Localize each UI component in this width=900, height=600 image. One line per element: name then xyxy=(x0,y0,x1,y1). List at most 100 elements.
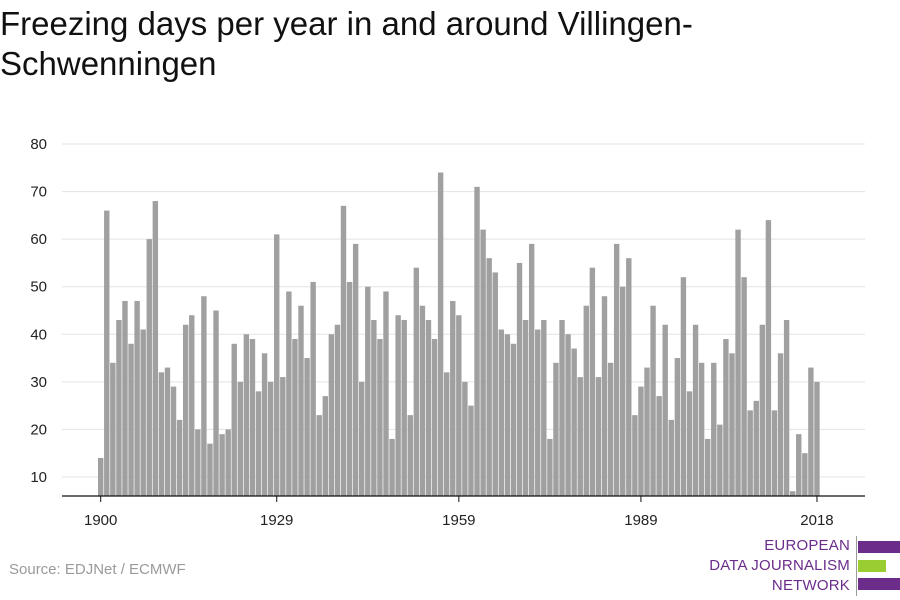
bar-2012 xyxy=(777,353,784,496)
bar-1926 xyxy=(255,391,262,496)
bar-1922 xyxy=(231,343,237,496)
bar-1976 xyxy=(559,320,565,496)
bar-1978 xyxy=(571,348,577,496)
bar-1973 xyxy=(541,320,547,496)
logo-bar-green xyxy=(858,560,886,572)
bar-1989 xyxy=(638,386,644,496)
x-tick-label: 1959 xyxy=(442,512,475,529)
y-tick-label: 60 xyxy=(30,231,47,248)
bar-1974 xyxy=(547,438,553,496)
x-tick-label: 1929 xyxy=(260,512,293,529)
bar-1945 xyxy=(371,320,377,496)
bar-1924 xyxy=(243,334,250,496)
bar-1999 xyxy=(698,362,705,496)
bar-1920 xyxy=(219,434,225,496)
bar-2000 xyxy=(705,438,711,496)
chart-title: Freezing days per year in and around Vil… xyxy=(0,5,693,82)
bar-1956 xyxy=(437,172,444,497)
logo-line-2: DATA JOURNALISM xyxy=(709,557,850,574)
bar-1915 xyxy=(189,315,195,496)
bar-1948 xyxy=(389,438,395,496)
bar-1910 xyxy=(158,372,165,496)
bar-1927 xyxy=(261,353,268,496)
bar-1987 xyxy=(626,258,632,496)
bar-1905 xyxy=(128,343,134,496)
bar-1951 xyxy=(407,415,413,496)
x-tick-label: 1989 xyxy=(624,512,657,529)
bar-1900 xyxy=(98,457,104,496)
edjnet-logo: EUROPEAN DATA JOURNALISM NETWORK xyxy=(700,536,900,596)
bar-1968 xyxy=(510,343,517,496)
bar-1970 xyxy=(522,320,529,496)
bar-1993 xyxy=(662,324,668,496)
bar-1906 xyxy=(134,300,140,496)
bar-1925 xyxy=(249,339,256,496)
bar-1962 xyxy=(474,186,480,496)
bar-1947 xyxy=(383,291,389,496)
y-tick-label: 70 xyxy=(30,184,47,201)
bar-1984 xyxy=(607,362,614,496)
bar-1930 xyxy=(280,377,286,496)
gridlines xyxy=(62,143,865,478)
bar-1952 xyxy=(413,267,420,496)
bar-1913 xyxy=(176,419,183,496)
bar-1928 xyxy=(267,381,274,496)
bar-1912 xyxy=(170,386,177,496)
bar-1991 xyxy=(650,305,656,496)
logo-divider xyxy=(856,536,857,596)
bar-1914 xyxy=(182,324,189,496)
bar-1935 xyxy=(310,281,316,496)
bar-1982 xyxy=(595,377,602,496)
bar-1921 xyxy=(225,429,231,496)
bar-2016 xyxy=(802,453,808,496)
bars xyxy=(98,172,820,497)
bar-1954 xyxy=(425,320,432,496)
bar-1971 xyxy=(528,243,535,496)
bar-1966 xyxy=(498,329,505,496)
bar-1904 xyxy=(122,300,128,496)
bar-1979 xyxy=(577,377,583,496)
bar-1963 xyxy=(480,229,486,496)
bar-1946 xyxy=(377,339,383,496)
source-note: Source: EDJNet / ECMWF xyxy=(9,561,186,578)
bar-2007 xyxy=(747,410,753,496)
bar-1949 xyxy=(395,315,401,496)
bar-1933 xyxy=(298,305,304,496)
logo-line-3: NETWORK xyxy=(771,577,850,594)
bar-1907 xyxy=(140,329,146,496)
y-tick-label: 80 xyxy=(30,136,47,153)
y-tick-label: 50 xyxy=(30,279,47,296)
bar-2018 xyxy=(814,381,820,496)
bar-2010 xyxy=(765,220,772,497)
bar-2014 xyxy=(789,491,796,496)
bar-1985 xyxy=(613,243,620,496)
bar-1942 xyxy=(352,243,359,496)
bar-1986 xyxy=(620,286,626,496)
bar-2011 xyxy=(771,410,778,496)
bar-1944 xyxy=(365,286,371,496)
bar-1996 xyxy=(680,277,687,496)
bar-2002 xyxy=(717,424,723,496)
y-tick-label: 10 xyxy=(30,469,47,486)
bar-1903 xyxy=(116,320,122,496)
bar-1967 xyxy=(504,334,511,496)
bar-1965 xyxy=(492,272,498,496)
bar-1943 xyxy=(359,381,365,496)
bar-1934 xyxy=(304,358,310,496)
bar-1916 xyxy=(195,429,201,496)
bar-1950 xyxy=(401,320,407,496)
bar-1911 xyxy=(164,367,171,496)
bar-1959 xyxy=(456,315,462,496)
logo-bar-purple-bottom xyxy=(858,578,900,590)
bar-1981 xyxy=(589,267,596,496)
bar-1923 xyxy=(237,381,244,496)
bar-1988 xyxy=(632,415,638,496)
bar-2004 xyxy=(729,353,735,496)
bar-2008 xyxy=(753,400,759,496)
x-tick-label: 1900 xyxy=(84,512,117,529)
bar-2017 xyxy=(808,367,814,496)
bar-1957 xyxy=(443,372,450,496)
bar-1901 xyxy=(104,210,110,496)
bar-1969 xyxy=(516,262,523,496)
